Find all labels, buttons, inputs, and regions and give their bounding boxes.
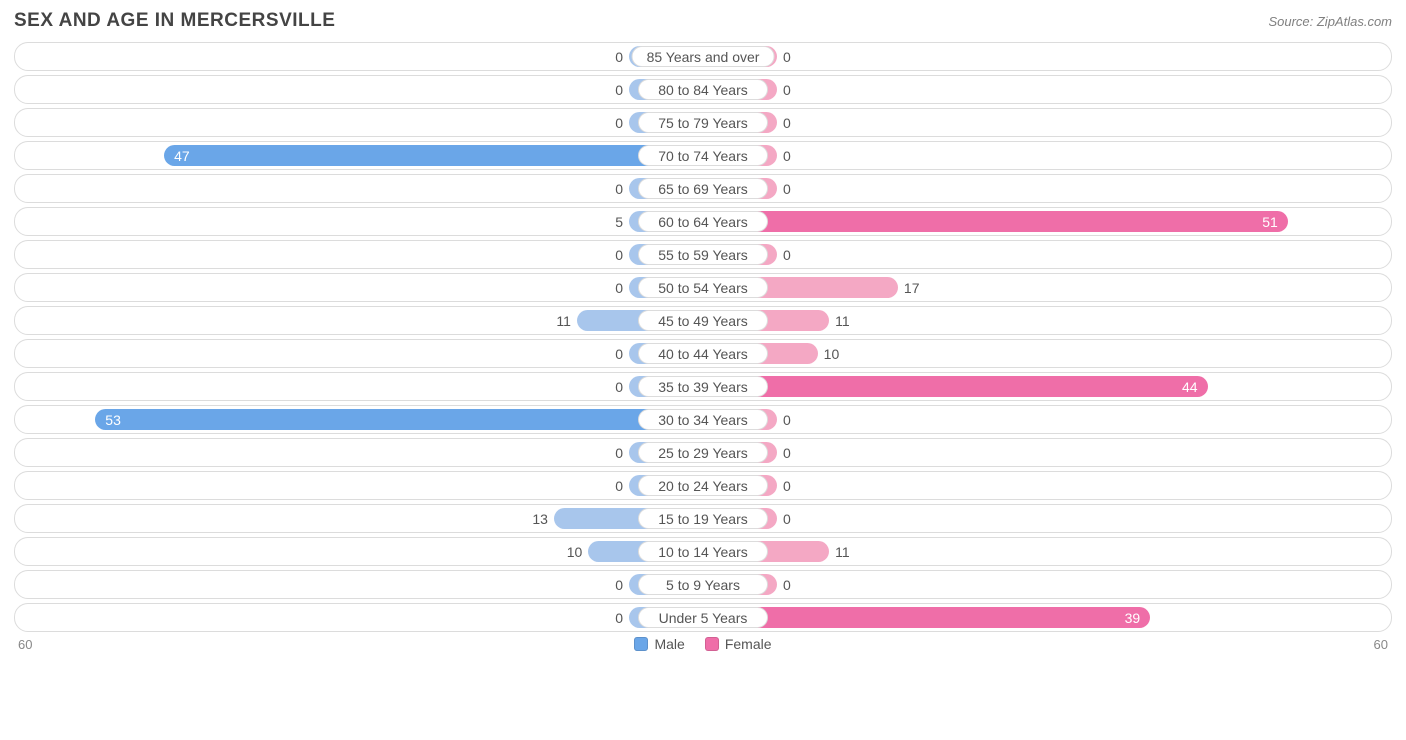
legend-label-male: Male <box>654 636 684 652</box>
pyramid-row: 0 0 20 to 24 Years <box>14 471 1392 500</box>
age-group-label: 70 to 74 Years <box>638 145 768 166</box>
female-value: 0 <box>777 406 837 433</box>
male-value: 0 <box>579 439 629 466</box>
female-value: 0 <box>777 43 837 70</box>
male-value: 10 <box>538 538 588 565</box>
male-value: 0 <box>579 175 629 202</box>
male-value: 0 <box>579 472 629 499</box>
pyramid-row: 11 11 45 to 49 Years <box>14 306 1392 335</box>
female-value: 0 <box>777 175 837 202</box>
female-value: 0 <box>777 241 837 268</box>
male-value: 11 <box>527 307 577 334</box>
pyramid-row: 0 17 50 to 54 Years <box>14 273 1392 302</box>
age-group-label: 40 to 44 Years <box>638 343 768 364</box>
pyramid-row: 0 085 Years and over <box>14 42 1392 71</box>
age-group-label: 75 to 79 Years <box>638 112 768 133</box>
age-group-label: 10 to 14 Years <box>638 541 768 562</box>
male-value: 0 <box>579 274 629 301</box>
pyramid-row: 0 0 75 to 79 Years <box>14 108 1392 137</box>
age-group-label: 5 to 9 Years <box>638 574 768 595</box>
pyramid-row: 0 0 65 to 69 Years <box>14 174 1392 203</box>
axis-max-left: 60 <box>18 637 32 652</box>
female-value: 51 <box>703 208 1288 235</box>
female-value: 0 <box>777 142 837 169</box>
male-value: 5 <box>579 208 629 235</box>
pyramid-row: 5 5160 to 64 Years <box>14 207 1392 236</box>
male-value: 47 <box>164 142 703 169</box>
chart-footer: 60 Male Female 60 <box>14 636 1392 652</box>
age-group-label: 25 to 29 Years <box>638 442 768 463</box>
age-group-label: 60 to 64 Years <box>638 211 768 232</box>
age-group-label: 65 to 69 Years <box>638 178 768 199</box>
chart-title: SEX AND AGE IN MERCERSVILLE <box>14 10 335 32</box>
age-group-label: 30 to 34 Years <box>638 409 768 430</box>
male-value: 0 <box>579 76 629 103</box>
legend-swatch-male <box>634 637 648 651</box>
male-value: 0 <box>579 340 629 367</box>
age-group-label: 45 to 49 Years <box>638 310 768 331</box>
female-value: 11 <box>829 538 889 565</box>
female-value: 0 <box>777 505 837 532</box>
legend-swatch-female <box>705 637 719 651</box>
male-value: 0 <box>579 604 629 631</box>
female-value: 0 <box>777 439 837 466</box>
age-group-label: Under 5 Years <box>638 607 768 628</box>
pyramid-row: 0 0 55 to 59 Years <box>14 240 1392 269</box>
axis-max-right: 60 <box>1374 637 1388 652</box>
female-value: 0 <box>777 571 837 598</box>
male-value: 0 <box>579 571 629 598</box>
age-group-label: 80 to 84 Years <box>638 79 768 100</box>
legend-male: Male <box>634 636 684 652</box>
age-group-label: 20 to 24 Years <box>638 475 768 496</box>
female-value: 44 <box>703 373 1208 400</box>
chart-header: SEX AND AGE IN MERCERSVILLE Source: ZipA… <box>14 10 1392 32</box>
pyramid-row: 13 0 15 to 19 Years <box>14 504 1392 533</box>
pyramid-row: 10 11 10 to 14 Years <box>14 537 1392 566</box>
male-value: 53 <box>95 406 703 433</box>
female-value: 0 <box>777 76 837 103</box>
age-group-label: 35 to 39 Years <box>638 376 768 397</box>
age-group-label: 85 Years and over <box>632 46 775 67</box>
male-value: 0 <box>579 109 629 136</box>
pyramid-row: 47 0 70 to 74 Years <box>14 141 1392 170</box>
age-group-label: 15 to 19 Years <box>638 508 768 529</box>
female-value: 0 <box>777 109 837 136</box>
pyramid-row: 0 10 40 to 44 Years <box>14 339 1392 368</box>
legend-label-female: Female <box>725 636 772 652</box>
male-value: 0 <box>579 43 629 70</box>
pyramid-row: 0 0 80 to 84 Years <box>14 75 1392 104</box>
chart-container: SEX AND AGE IN MERCERSVILLE Source: ZipA… <box>0 0 1406 658</box>
female-value: 39 <box>703 604 1150 631</box>
population-pyramid: 0085 Years and over0080 to 84 Years0075 … <box>14 42 1392 632</box>
pyramid-row: 0 0 5 to 9 Years <box>14 570 1392 599</box>
female-value: 0 <box>777 472 837 499</box>
pyramid-row: 0 0 25 to 29 Years <box>14 438 1392 467</box>
male-value: 0 <box>579 373 629 400</box>
age-group-label: 50 to 54 Years <box>638 277 768 298</box>
female-value: 10 <box>818 340 878 367</box>
pyramid-row: 0 39Under 5 Years <box>14 603 1392 632</box>
female-value: 17 <box>898 274 958 301</box>
pyramid-row: 53 0 30 to 34 Years <box>14 405 1392 434</box>
female-value: 11 <box>829 307 889 334</box>
legend-female: Female <box>705 636 772 652</box>
age-group-label: 55 to 59 Years <box>638 244 768 265</box>
pyramid-row: 0 4435 to 39 Years <box>14 372 1392 401</box>
chart-source: Source: ZipAtlas.com <box>1268 14 1392 29</box>
legend: Male Female <box>634 636 771 652</box>
male-value: 13 <box>504 505 554 532</box>
male-value: 0 <box>579 241 629 268</box>
